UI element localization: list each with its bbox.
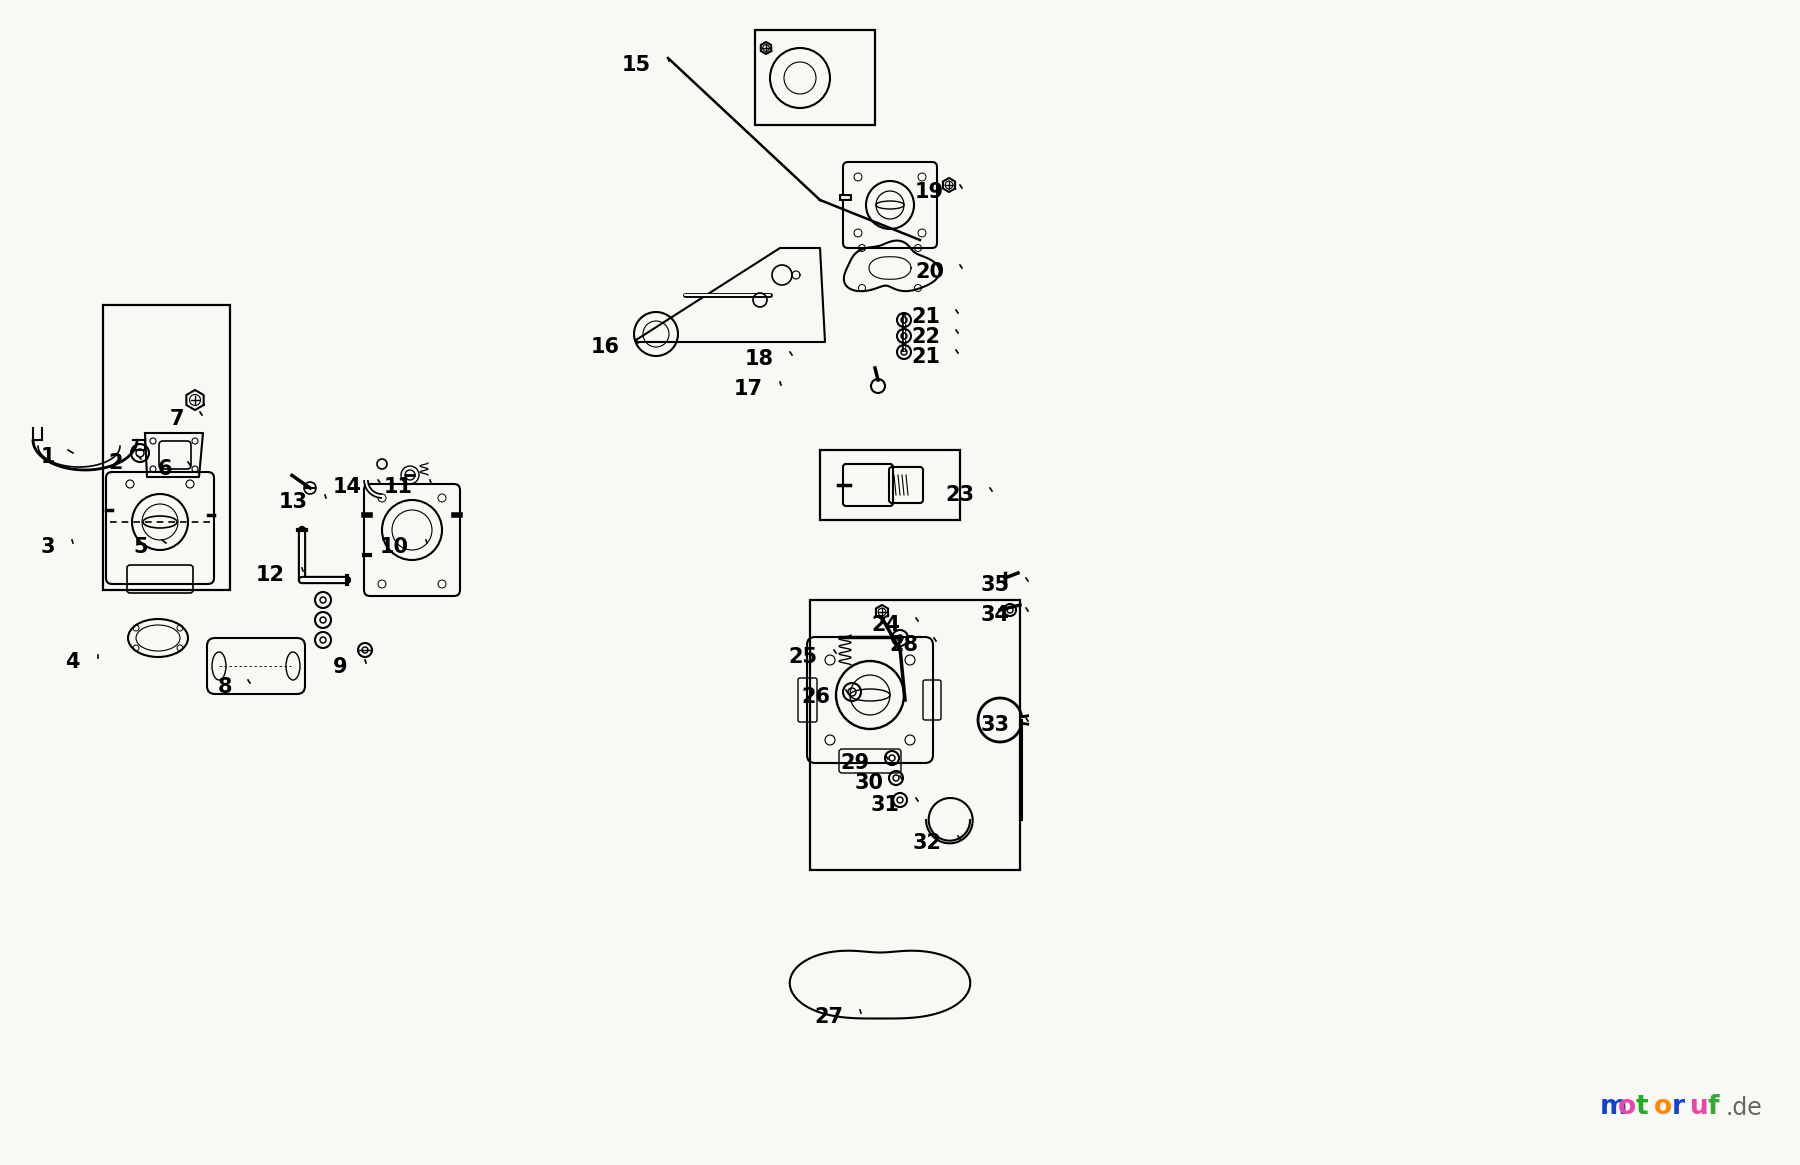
Text: 7: 7 [169,409,184,429]
Text: 21: 21 [911,308,940,327]
Text: 5: 5 [133,537,148,557]
Text: 28: 28 [889,635,918,655]
Text: 20: 20 [914,262,943,282]
Text: 9: 9 [333,657,347,677]
Bar [754,30,875,125]
Text: o: o [1618,1094,1636,1120]
Text: 16: 16 [590,337,619,356]
Text: 8: 8 [218,677,232,697]
Text: 10: 10 [380,537,409,557]
Text: 17: 17 [734,379,763,398]
Text: o: o [1654,1094,1672,1120]
Text: 31: 31 [871,795,900,816]
Text: 25: 25 [788,647,817,668]
Text: 18: 18 [745,350,774,369]
Text: u: u [1690,1094,1708,1120]
Text: r: r [1672,1094,1685,1120]
Text: 14: 14 [333,476,362,497]
Text: 23: 23 [945,485,974,504]
Text: 21: 21 [911,347,940,367]
Text: 30: 30 [855,774,884,793]
Text: .de: .de [1726,1096,1762,1120]
Text: 33: 33 [981,715,1010,735]
Text: 13: 13 [279,492,308,511]
Bar [810,600,1021,870]
Text: 22: 22 [911,327,940,347]
Text: 12: 12 [256,565,284,585]
Text: 4: 4 [65,652,79,672]
Text: 24: 24 [871,615,900,635]
Text: 34: 34 [981,605,1010,624]
Text: 3: 3 [40,537,56,557]
Text: f: f [1708,1094,1719,1120]
Text: 19: 19 [914,182,943,202]
Text: 26: 26 [801,687,830,707]
Text: 27: 27 [814,1007,842,1028]
Text: 29: 29 [841,753,869,774]
Text: m: m [1600,1094,1627,1120]
Text: t: t [1636,1094,1649,1120]
Text: 6: 6 [158,459,173,479]
Bar [821,450,959,520]
Text: 15: 15 [621,55,652,75]
Bar [103,305,230,589]
Text: 32: 32 [913,833,941,853]
Text: 35: 35 [981,576,1010,595]
Text: 11: 11 [383,476,412,497]
Text: 1: 1 [40,447,56,467]
Text: 2: 2 [108,453,122,473]
